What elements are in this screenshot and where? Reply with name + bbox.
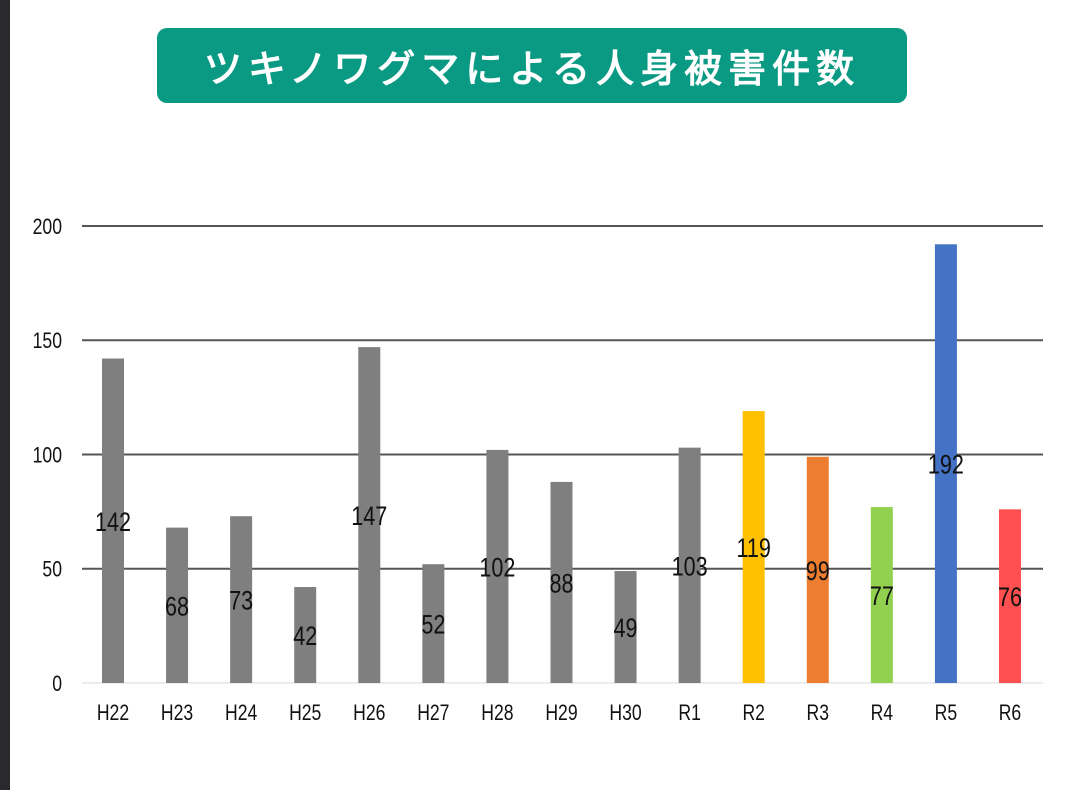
x-tick-label: R6	[999, 701, 1021, 725]
data-label: 68	[165, 592, 189, 622]
x-tick-label: H30	[609, 701, 641, 725]
bar-H29	[550, 481, 573, 683]
x-tick-label: R5	[935, 701, 957, 725]
window-edge	[0, 0, 10, 790]
bar-H24	[230, 516, 253, 683]
x-tick-label: R2	[742, 701, 764, 725]
y-tick-label: 100	[33, 444, 62, 468]
data-label: 73	[229, 586, 253, 616]
x-tick-label: R4	[871, 701, 893, 725]
data-label: 192	[928, 450, 964, 480]
bar-H30	[614, 571, 637, 683]
bar-R1	[678, 447, 701, 683]
y-tick-label: 50	[42, 558, 62, 582]
y-tick-label: 200	[33, 215, 62, 239]
x-tick-label: H28	[481, 701, 513, 725]
bar-R5	[934, 244, 957, 683]
x-tick-label: R1	[678, 701, 700, 725]
data-label: 103	[672, 552, 708, 582]
bar-H26	[358, 347, 381, 683]
bar-R6	[998, 509, 1021, 683]
x-tick-label: H26	[353, 701, 385, 725]
data-label: 147	[351, 502, 387, 532]
x-tick-label: H25	[289, 701, 321, 725]
data-label: 88	[549, 569, 573, 599]
data-label: 102	[479, 553, 515, 583]
bar-H25	[294, 587, 317, 683]
y-tick-label: 150	[33, 329, 62, 353]
bar-H22	[102, 358, 124, 683]
x-tick-label: H27	[417, 701, 449, 725]
chart-title: ツキノワグマによる人身被害件数	[157, 28, 907, 103]
data-label: 42	[293, 622, 317, 652]
x-tick-label: R3	[807, 701, 829, 725]
bar-H28	[486, 449, 509, 683]
x-tick-label: H22	[97, 701, 129, 725]
data-label: 119	[736, 534, 770, 564]
x-tick-label: H29	[545, 701, 577, 725]
x-tick-label: H24	[225, 701, 257, 725]
y-tick-label: 0	[52, 672, 62, 696]
data-label: 142	[95, 508, 131, 538]
bar-R4	[870, 507, 893, 683]
data-label: 77	[870, 582, 894, 612]
data-label: 52	[421, 610, 445, 640]
bar-R2	[742, 411, 765, 683]
data-label: 49	[614, 614, 638, 644]
data-label: 76	[998, 583, 1022, 613]
bar-R3	[806, 456, 829, 683]
bar-H23	[166, 527, 189, 683]
x-tick-label: H23	[161, 701, 193, 725]
data-label: 99	[806, 557, 830, 587]
bar-H27	[422, 564, 445, 683]
